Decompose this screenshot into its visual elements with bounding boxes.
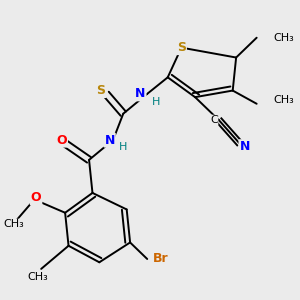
Text: Br: Br xyxy=(153,253,169,266)
Text: CH₃: CH₃ xyxy=(274,33,295,43)
Text: N: N xyxy=(239,140,250,153)
Text: C: C xyxy=(210,115,218,125)
Text: H: H xyxy=(119,142,128,152)
Text: O: O xyxy=(56,134,67,147)
Text: CH₃: CH₃ xyxy=(27,272,48,282)
Text: S: S xyxy=(177,41,186,54)
Text: N: N xyxy=(104,134,115,147)
Text: O: O xyxy=(31,191,41,204)
Text: CH₃: CH₃ xyxy=(3,219,24,229)
Text: S: S xyxy=(97,84,106,97)
Text: CH₃: CH₃ xyxy=(274,95,295,106)
Text: H: H xyxy=(152,97,160,107)
Text: N: N xyxy=(135,87,146,101)
